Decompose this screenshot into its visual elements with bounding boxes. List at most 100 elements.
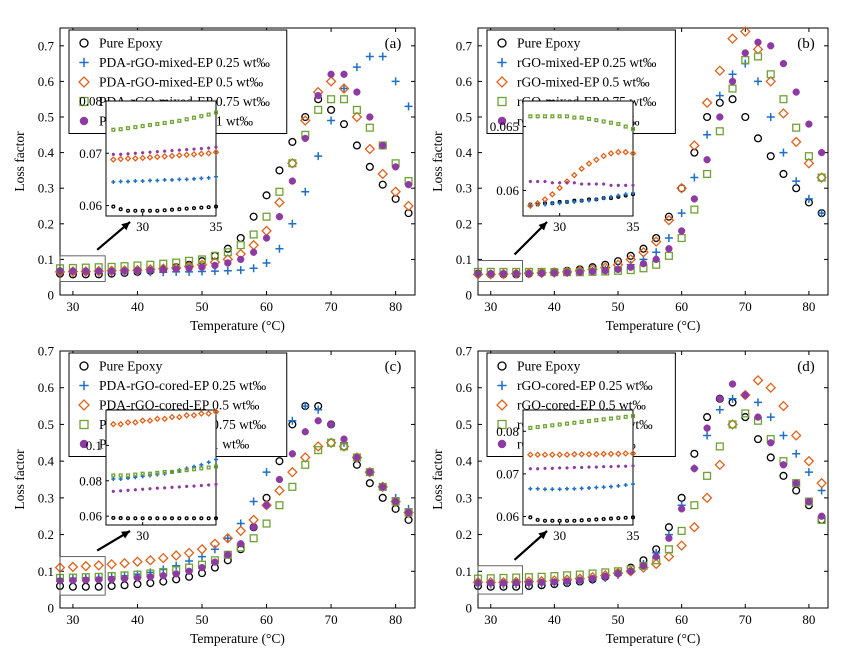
x-tick-label: 50	[612, 299, 625, 314]
inset-data-point	[133, 125, 138, 130]
inset-data-point	[155, 208, 160, 213]
inset-data-point	[586, 116, 592, 121]
data-point	[765, 76, 777, 87]
data-point	[779, 148, 788, 157]
data-point	[588, 267, 597, 276]
data-point	[327, 116, 336, 125]
inset-data-point	[111, 180, 116, 185]
inset-data-point	[155, 150, 159, 154]
data-point	[340, 84, 348, 93]
legend-label: Pure Epoxy	[99, 36, 163, 51]
inset-data-point	[550, 466, 554, 471]
inset-data-point	[616, 516, 621, 521]
inset-data-point	[133, 472, 138, 477]
x-tick-label: 50	[196, 612, 209, 627]
x-tick-label: 80	[802, 612, 815, 627]
inset-data-point	[535, 486, 540, 491]
inset-data-point	[543, 466, 547, 471]
inset-data-point	[565, 466, 569, 470]
data-point	[327, 105, 336, 114]
data-point	[677, 526, 686, 535]
inset-data-point	[119, 489, 123, 493]
inset-data-point	[572, 420, 577, 425]
inset-x-tick-label: 35	[627, 219, 640, 234]
data-point	[352, 141, 361, 150]
inset-data-point	[185, 147, 189, 152]
data-point	[353, 453, 361, 462]
inset-data-point	[578, 165, 585, 173]
legend-marker	[79, 380, 89, 391]
data-point	[741, 49, 749, 57]
data-point	[366, 113, 374, 121]
inset-data-point	[110, 420, 117, 428]
inset-data-point	[541, 196, 549, 203]
inset-data-point	[162, 208, 167, 213]
data-point	[765, 382, 777, 394]
data-point	[378, 493, 387, 502]
inset-data-point	[206, 175, 211, 180]
legend-label: Pure Epoxy	[99, 359, 163, 374]
data-point	[663, 214, 675, 226]
inset-data-point	[155, 486, 159, 490]
data-point	[715, 127, 724, 136]
data-point	[249, 264, 258, 273]
data-point	[262, 234, 271, 242]
data-point	[779, 431, 788, 440]
y-tick-label: 0.7	[38, 38, 55, 53]
y-tick-label: 0.5	[456, 110, 472, 125]
inset-series-4	[111, 145, 218, 156]
inset-x-tick-label: 30	[136, 219, 149, 234]
data-point	[339, 120, 349, 129]
inset-data-point	[199, 176, 204, 181]
data-point	[627, 567, 635, 575]
inset-data-point	[550, 423, 555, 428]
data-point	[728, 70, 737, 79]
data-point	[550, 578, 559, 586]
data-point	[106, 558, 117, 570]
data-point	[288, 482, 297, 491]
data-point	[767, 439, 775, 447]
data-point	[288, 219, 297, 228]
inset-data-point	[155, 470, 160, 475]
data-point	[803, 455, 815, 467]
inset: 30 35 0.06 0.07 0.08	[79, 94, 222, 235]
inset-data-point	[199, 114, 204, 119]
data-point	[351, 111, 363, 123]
data-point	[741, 55, 750, 65]
inset-data-point	[177, 485, 181, 489]
legend-marker	[79, 116, 89, 126]
inset-data-point	[161, 153, 168, 160]
inset-data-point	[572, 181, 576, 185]
data-point	[664, 251, 673, 260]
x-axis-label: Temperature (°C)	[606, 631, 701, 646]
data-point	[703, 169, 712, 179]
inset-data-point	[550, 487, 555, 492]
data-point	[652, 552, 660, 561]
inset-data-point	[557, 114, 562, 119]
inset-data-point	[579, 486, 584, 491]
legend-label: Pure Epoxy	[517, 36, 581, 51]
inset-data-point	[623, 192, 628, 197]
data-point	[766, 453, 775, 462]
x-tick-label: 70	[325, 612, 338, 627]
inset-y-tick-label: 0.06	[79, 509, 102, 524]
data-point	[288, 416, 297, 425]
inset-y-tick-label: 0.1	[86, 438, 102, 453]
data-point	[133, 574, 142, 582]
chart-panel-2: 30 40 50 60 70 80 0 0.1 0.2 0.3 0.4 0.5 0.6 0.7 Temper…	[12, 344, 416, 646]
inset-data-point	[586, 419, 592, 424]
inset-data-point	[199, 466, 204, 471]
inset-plot-area	[105, 100, 217, 217]
inset-data-point	[147, 516, 153, 521]
inset-data-point	[600, 152, 607, 160]
data-point	[159, 266, 167, 274]
inset-data-point	[133, 178, 138, 183]
inset-data-point	[162, 177, 167, 182]
inset-data-point	[132, 419, 139, 426]
data-point	[676, 540, 687, 551]
y-tick-label: 0.4	[456, 145, 473, 160]
data-point	[563, 577, 571, 585]
data-point	[275, 475, 284, 484]
inset-data-point	[183, 151, 190, 159]
inset-series-0	[111, 515, 219, 521]
